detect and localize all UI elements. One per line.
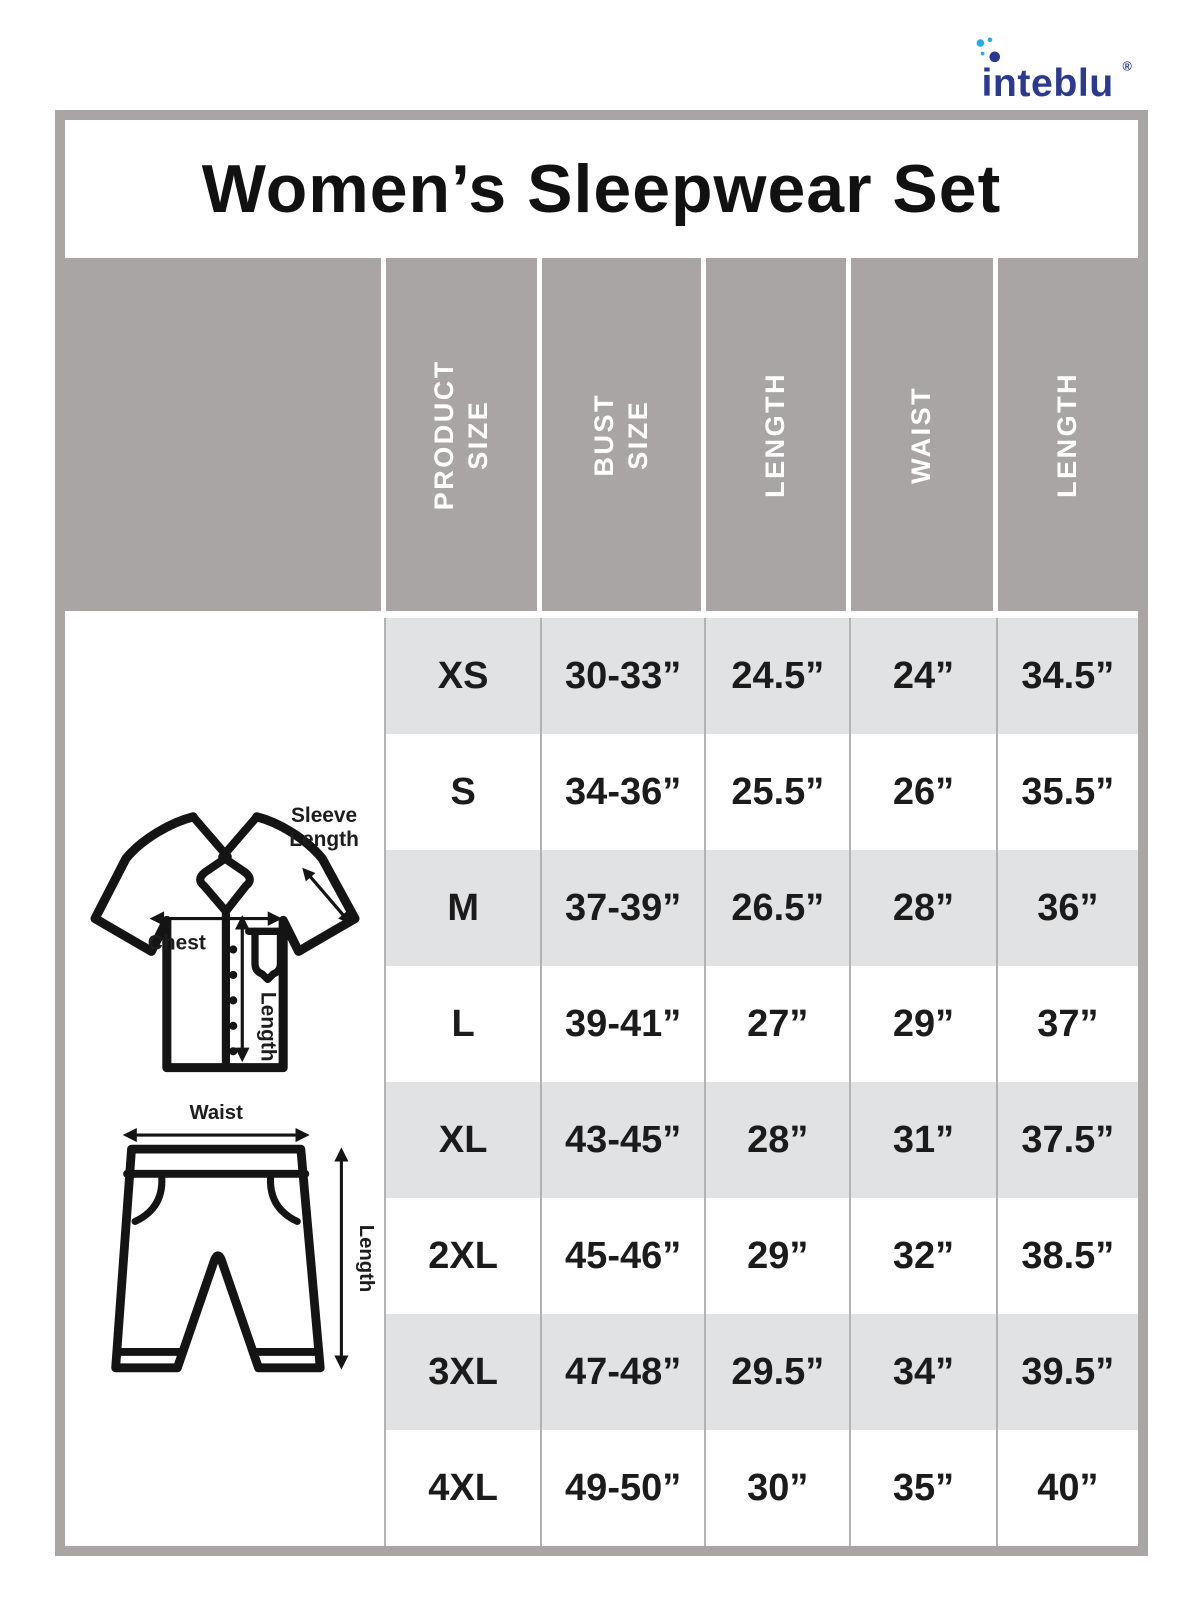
cell-length-2: 34.5” bbox=[997, 618, 1138, 734]
column-header-length-2: LENGTH bbox=[997, 258, 1138, 618]
cell-length: 29.5” bbox=[706, 1314, 852, 1430]
logo-dot-icon bbox=[989, 51, 1001, 63]
cell-length-2: 36” bbox=[997, 850, 1138, 966]
cell-length: 24.5” bbox=[706, 618, 852, 734]
column-header-waist: WAIST bbox=[851, 258, 998, 618]
column-header-label: LENGTH bbox=[760, 371, 791, 498]
chest-arrow-icon bbox=[149, 911, 282, 926]
cell-size: S bbox=[386, 734, 543, 850]
cell-length: 28” bbox=[706, 1082, 852, 1198]
measurement-diagrams: Chest Length Sleeve Length bbox=[65, 618, 387, 1546]
cell-waist: 26” bbox=[851, 734, 998, 850]
cell-size: L bbox=[386, 966, 543, 1082]
cell-length: 29” bbox=[706, 1198, 852, 1314]
cell-waist: 31” bbox=[851, 1082, 998, 1198]
sleeve-length-label-line2: Length bbox=[289, 828, 359, 851]
cell-bust: 34-36” bbox=[542, 734, 707, 850]
shirt-pocket bbox=[250, 927, 284, 984]
pants-diagram: Waist bbox=[110, 1102, 375, 1373]
shirt-length-arrow-icon bbox=[234, 914, 250, 1063]
cell-waist: 32” bbox=[851, 1198, 998, 1314]
column-header-product-size: PRODUCT SIZE bbox=[386, 258, 543, 618]
cell-bust: 49-50” bbox=[542, 1430, 707, 1546]
column-header-length: LENGTH bbox=[706, 258, 852, 618]
pants-left-pocket bbox=[131, 1170, 165, 1225]
cell-waist: 24” bbox=[851, 618, 998, 734]
column-header-label: BUST SIZE bbox=[588, 392, 653, 477]
shirt-length-label: Length bbox=[256, 992, 279, 1062]
column-header-bust-size: BUST SIZE bbox=[542, 258, 707, 618]
cell-length: 30” bbox=[706, 1430, 852, 1546]
shirt-left-lapel bbox=[188, 812, 232, 1072]
cell-size: XL bbox=[386, 1082, 543, 1198]
shirt-right-lapel bbox=[217, 812, 261, 916]
logo-dot-icon bbox=[987, 37, 993, 43]
sleeve-length-arrow-icon bbox=[301, 867, 351, 925]
shirt-diagram: Chest Length Sleeve Length bbox=[90, 804, 360, 1073]
cell-bust: 30-33” bbox=[542, 618, 707, 734]
cell-waist: 35” bbox=[851, 1430, 998, 1546]
cell-size: M bbox=[386, 850, 543, 966]
pants-right-pocket bbox=[266, 1170, 301, 1225]
column-header-label: PRODUCT SIZE bbox=[428, 359, 493, 510]
pants-length-label: Length bbox=[354, 1225, 374, 1293]
cell-length-2: 37” bbox=[997, 966, 1138, 1082]
registered-trademark: ® bbox=[1123, 59, 1133, 74]
cell-bust: 37-39” bbox=[542, 850, 707, 966]
cell-length: 25.5” bbox=[706, 734, 852, 850]
size-chart-table: PRODUCT SIZE BUST SIZE LENGTH WAIST LENG… bbox=[65, 258, 1138, 1546]
cell-size: XS bbox=[386, 618, 543, 734]
shirt-buttons bbox=[228, 945, 237, 1056]
pants-length-arrow-icon bbox=[333, 1147, 349, 1370]
pants-outline bbox=[110, 1144, 325, 1373]
waist-arrow-icon bbox=[122, 1127, 310, 1143]
cell-bust: 45-46” bbox=[542, 1198, 707, 1314]
cell-waist: 29” bbox=[851, 966, 998, 1082]
cell-length-2: 40” bbox=[997, 1430, 1138, 1546]
cell-length-2: 39.5” bbox=[997, 1314, 1138, 1430]
cell-size: 4XL bbox=[386, 1430, 543, 1546]
logo-dot-icon bbox=[980, 51, 985, 56]
logo-dot-icon bbox=[976, 39, 985, 47]
cell-bust: 43-45” bbox=[542, 1082, 707, 1198]
title-box: Women’s Sleepwear Set bbox=[65, 120, 1138, 258]
cell-size: 2XL bbox=[386, 1198, 543, 1314]
brand-name: inteblu bbox=[981, 61, 1113, 105]
column-header-label: LENGTH bbox=[1051, 371, 1082, 498]
sleeve-length-label-line1: Sleeve bbox=[291, 804, 357, 827]
cell-length: 27” bbox=[706, 966, 852, 1082]
cell-length-2: 37.5” bbox=[997, 1082, 1138, 1198]
column-header-label: WAIST bbox=[906, 385, 937, 484]
column-header-spacer bbox=[65, 258, 387, 618]
waist-label: Waist bbox=[189, 1102, 243, 1124]
cell-bust: 39-41” bbox=[542, 966, 707, 1082]
chest-label: Chest bbox=[147, 931, 205, 954]
page-title: Women’s Sleepwear Set bbox=[201, 151, 1002, 227]
chart-frame: Women’s Sleepwear Set PRODUCT SIZE BUST … bbox=[55, 110, 1148, 1556]
cell-size: 3XL bbox=[386, 1314, 543, 1430]
cell-length-2: 35.5” bbox=[997, 734, 1138, 850]
brand-logo: inteblu ® bbox=[976, 37, 1133, 105]
cell-bust: 47-48” bbox=[542, 1314, 707, 1430]
cell-waist: 28” bbox=[851, 850, 998, 966]
cell-waist: 34” bbox=[851, 1314, 998, 1430]
cell-length-2: 38.5” bbox=[997, 1198, 1138, 1314]
cell-length: 26.5” bbox=[706, 850, 852, 966]
